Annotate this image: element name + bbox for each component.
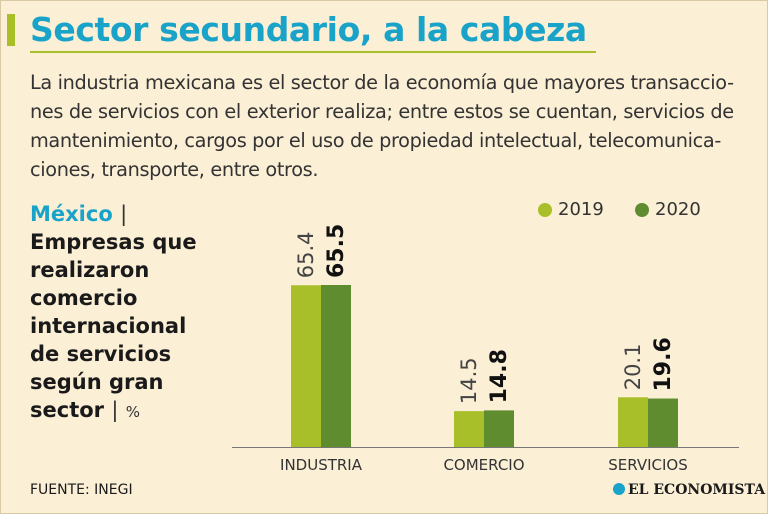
- value-label-2020-servicios: 19.6: [651, 337, 676, 391]
- bar-2020-comercio: [484, 410, 514, 447]
- value-label-2019-industria: 65.4: [294, 231, 318, 278]
- description-line: comercio: [30, 286, 138, 310]
- chart-description: México | Empresas que realizaron comerci…: [30, 200, 230, 426]
- unit-label: %: [125, 403, 140, 421]
- brand-name: EL ECONOMISTA: [628, 482, 766, 498]
- bar-2019-industria: [291, 285, 321, 447]
- description-line: realizaron: [30, 258, 150, 282]
- separator: |: [111, 398, 119, 422]
- legend-swatch-2019: [538, 203, 552, 217]
- intro-line: nes de servicios con el exterior realiza…: [30, 100, 734, 123]
- source-note: FUENTE: INEGI: [30, 482, 133, 498]
- legend-label-2019: 2019: [558, 199, 604, 220]
- value-label-2019-servicios: 20.1: [621, 344, 645, 391]
- country-label: México: [30, 202, 113, 226]
- category-label-comercio: COMERCIO: [443, 456, 524, 474]
- page-title: Sector secundario, a la cabeza: [30, 10, 587, 49]
- category-label-industria: INDUSTRIA: [280, 456, 363, 474]
- brand-mark-icon: [613, 483, 625, 495]
- bar-2020-industria: [321, 285, 351, 447]
- description-last-word: sector: [30, 398, 105, 422]
- title-underline: [30, 51, 596, 53]
- intro-line: ciones, transporte, entre otros.: [30, 158, 319, 181]
- intro-line: La industria mexicana es el sector de la…: [30, 71, 734, 94]
- value-label-2019-comercio: 14.5: [457, 357, 481, 404]
- intro-paragraph: La industria mexicana es el sector de la…: [30, 68, 738, 184]
- title-accent-bar: [7, 14, 15, 46]
- legend-swatch-2020: [635, 203, 649, 217]
- description-line: según gran: [30, 370, 164, 394]
- description-last-line: sector | %: [30, 396, 230, 426]
- bar-2019-servicios: [618, 397, 648, 447]
- separator: |: [120, 202, 128, 226]
- category-label-servicios: SERVICIOS: [608, 456, 688, 474]
- description-line: de servicios: [30, 342, 172, 366]
- intro-line: mantenimiento, cargos por el uso de prop…: [30, 129, 721, 152]
- legend-label-2020: 2020: [655, 199, 701, 220]
- value-label-2020-industria: 65.5: [324, 224, 349, 278]
- country-line: México |: [30, 200, 230, 228]
- value-label-2020-comercio: 14.8: [487, 349, 512, 403]
- description-line: internacional: [30, 314, 187, 338]
- bar-2019-comercio: [454, 411, 484, 447]
- bar-2020-servicios: [648, 398, 678, 447]
- brand-logo: EL ECONOMISTA: [613, 482, 765, 500]
- description-line: Empresas que: [30, 230, 197, 254]
